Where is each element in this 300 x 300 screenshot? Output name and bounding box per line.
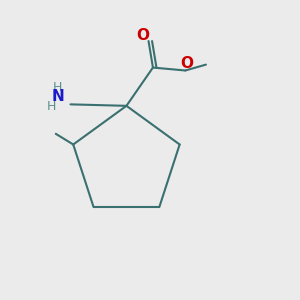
Text: H: H (47, 100, 56, 113)
Text: H: H (53, 81, 62, 94)
Text: O: O (180, 56, 193, 70)
Text: O: O (137, 28, 150, 43)
Text: N: N (52, 89, 64, 104)
